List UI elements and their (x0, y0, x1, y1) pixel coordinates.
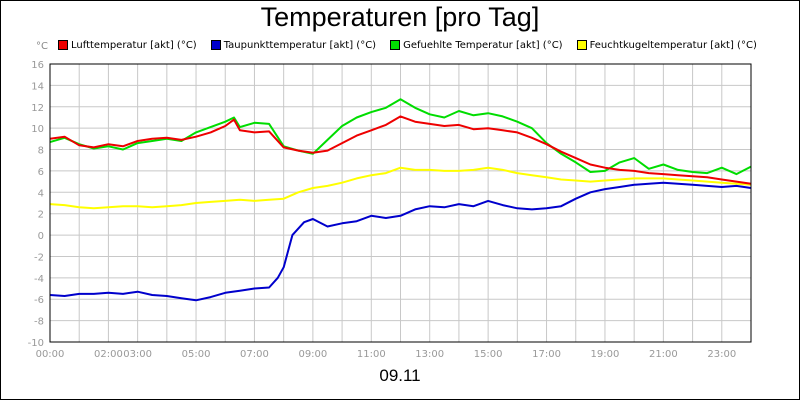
x-tick-label: 00:00 (36, 349, 65, 360)
y-tick-label: 8 (38, 146, 44, 157)
legend: Lufttemperatur [akt] (°C) Taupunkttemper… (58, 38, 757, 52)
series-line-3 (49, 166, 752, 210)
y-tick-label: 4 (38, 188, 44, 199)
legend-swatch-feuchtkugeltemperatur (576, 40, 587, 50)
x-tick-label: 03:00 (123, 349, 152, 360)
x-tick-label: 23:00 (707, 349, 736, 360)
legend-item-feuchtkugeltemperatur: Feuchtkugeltemperatur [akt] (°C) (576, 38, 757, 52)
legend-swatch-lufttemperatur (58, 40, 68, 50)
x-tick-label: 07:00 (240, 349, 269, 360)
y-tick-label: -8 (34, 317, 44, 328)
y-tick-label: 0 (38, 231, 44, 242)
legend-swatch-taupunkttemperatur (210, 40, 221, 50)
y-tick-label: 10 (31, 124, 44, 135)
y-tick-label: -10 (28, 338, 44, 349)
y-tick-label: -4 (34, 274, 44, 285)
x-tick-label: 19:00 (591, 349, 620, 360)
grid-lines (49, 63, 752, 343)
y-tick-label: 12 (31, 103, 44, 114)
series-line-1 (49, 181, 752, 302)
x-tick-label: 11:00 (357, 349, 386, 360)
y-tick-label: 16 (31, 60, 44, 71)
x-tick-label: 15:00 (474, 349, 503, 360)
chart-title: Temperaturen [pro Tag] (260, 2, 540, 32)
y-tick-label: -2 (34, 252, 44, 263)
legend-item-taupunkttemperatur: Taupunkttemperatur [akt] (°C) (210, 38, 377, 52)
y-tick-label: 6 (38, 167, 44, 178)
series-lines (49, 98, 752, 302)
series-line-2 (49, 98, 752, 176)
x-tick-label: 02:00 (94, 349, 123, 360)
x-tick-labels: 00:00 02:00 03:00 05:00 07:00 09:00 11:00 13:00… (36, 349, 737, 360)
x-tick-label: 17:00 (532, 349, 561, 360)
x-tick-label: 09:00 (298, 349, 327, 360)
x-tick-label: 13:00 (415, 349, 444, 360)
legend-item-lufttemperatur: Lufttemperatur [akt] (°C) (58, 38, 197, 52)
legend-label-gefuehlte-temperatur: Gefuehlte Temperatur [akt] (°C) (403, 39, 563, 51)
x-tick-label: 21:00 (649, 349, 678, 360)
y-tick-label: 14 (31, 81, 44, 92)
y-tick-label: 2 (38, 210, 44, 221)
series-line-0 (49, 115, 752, 185)
x-axis-date-label: 09.11 (379, 366, 421, 385)
y-tick-labels: 16 14 12 10 8 6 4 2 0 -2 -4 -6 -8 -10 (28, 60, 44, 349)
legend-swatch-gefuehlte-temperatur (390, 40, 401, 50)
legend-label-feuchtkugeltemperatur: Feuchtkugeltemperatur [akt] (°C) (589, 39, 757, 51)
y-axis-unit: °C (36, 41, 48, 52)
legend-item-gefuehlte-temperatur: Gefuehlte Temperatur [akt] (°C) (390, 38, 563, 52)
x-tick-label: 05:00 (182, 349, 211, 360)
plot-border (49, 63, 752, 343)
legend-label-taupunkttemperatur: Taupunkttemperatur [akt] (°C) (223, 39, 377, 51)
y-tick-label: -6 (34, 295, 44, 306)
legend-label-lufttemperatur: Lufttemperatur [akt] (°C) (71, 39, 197, 51)
